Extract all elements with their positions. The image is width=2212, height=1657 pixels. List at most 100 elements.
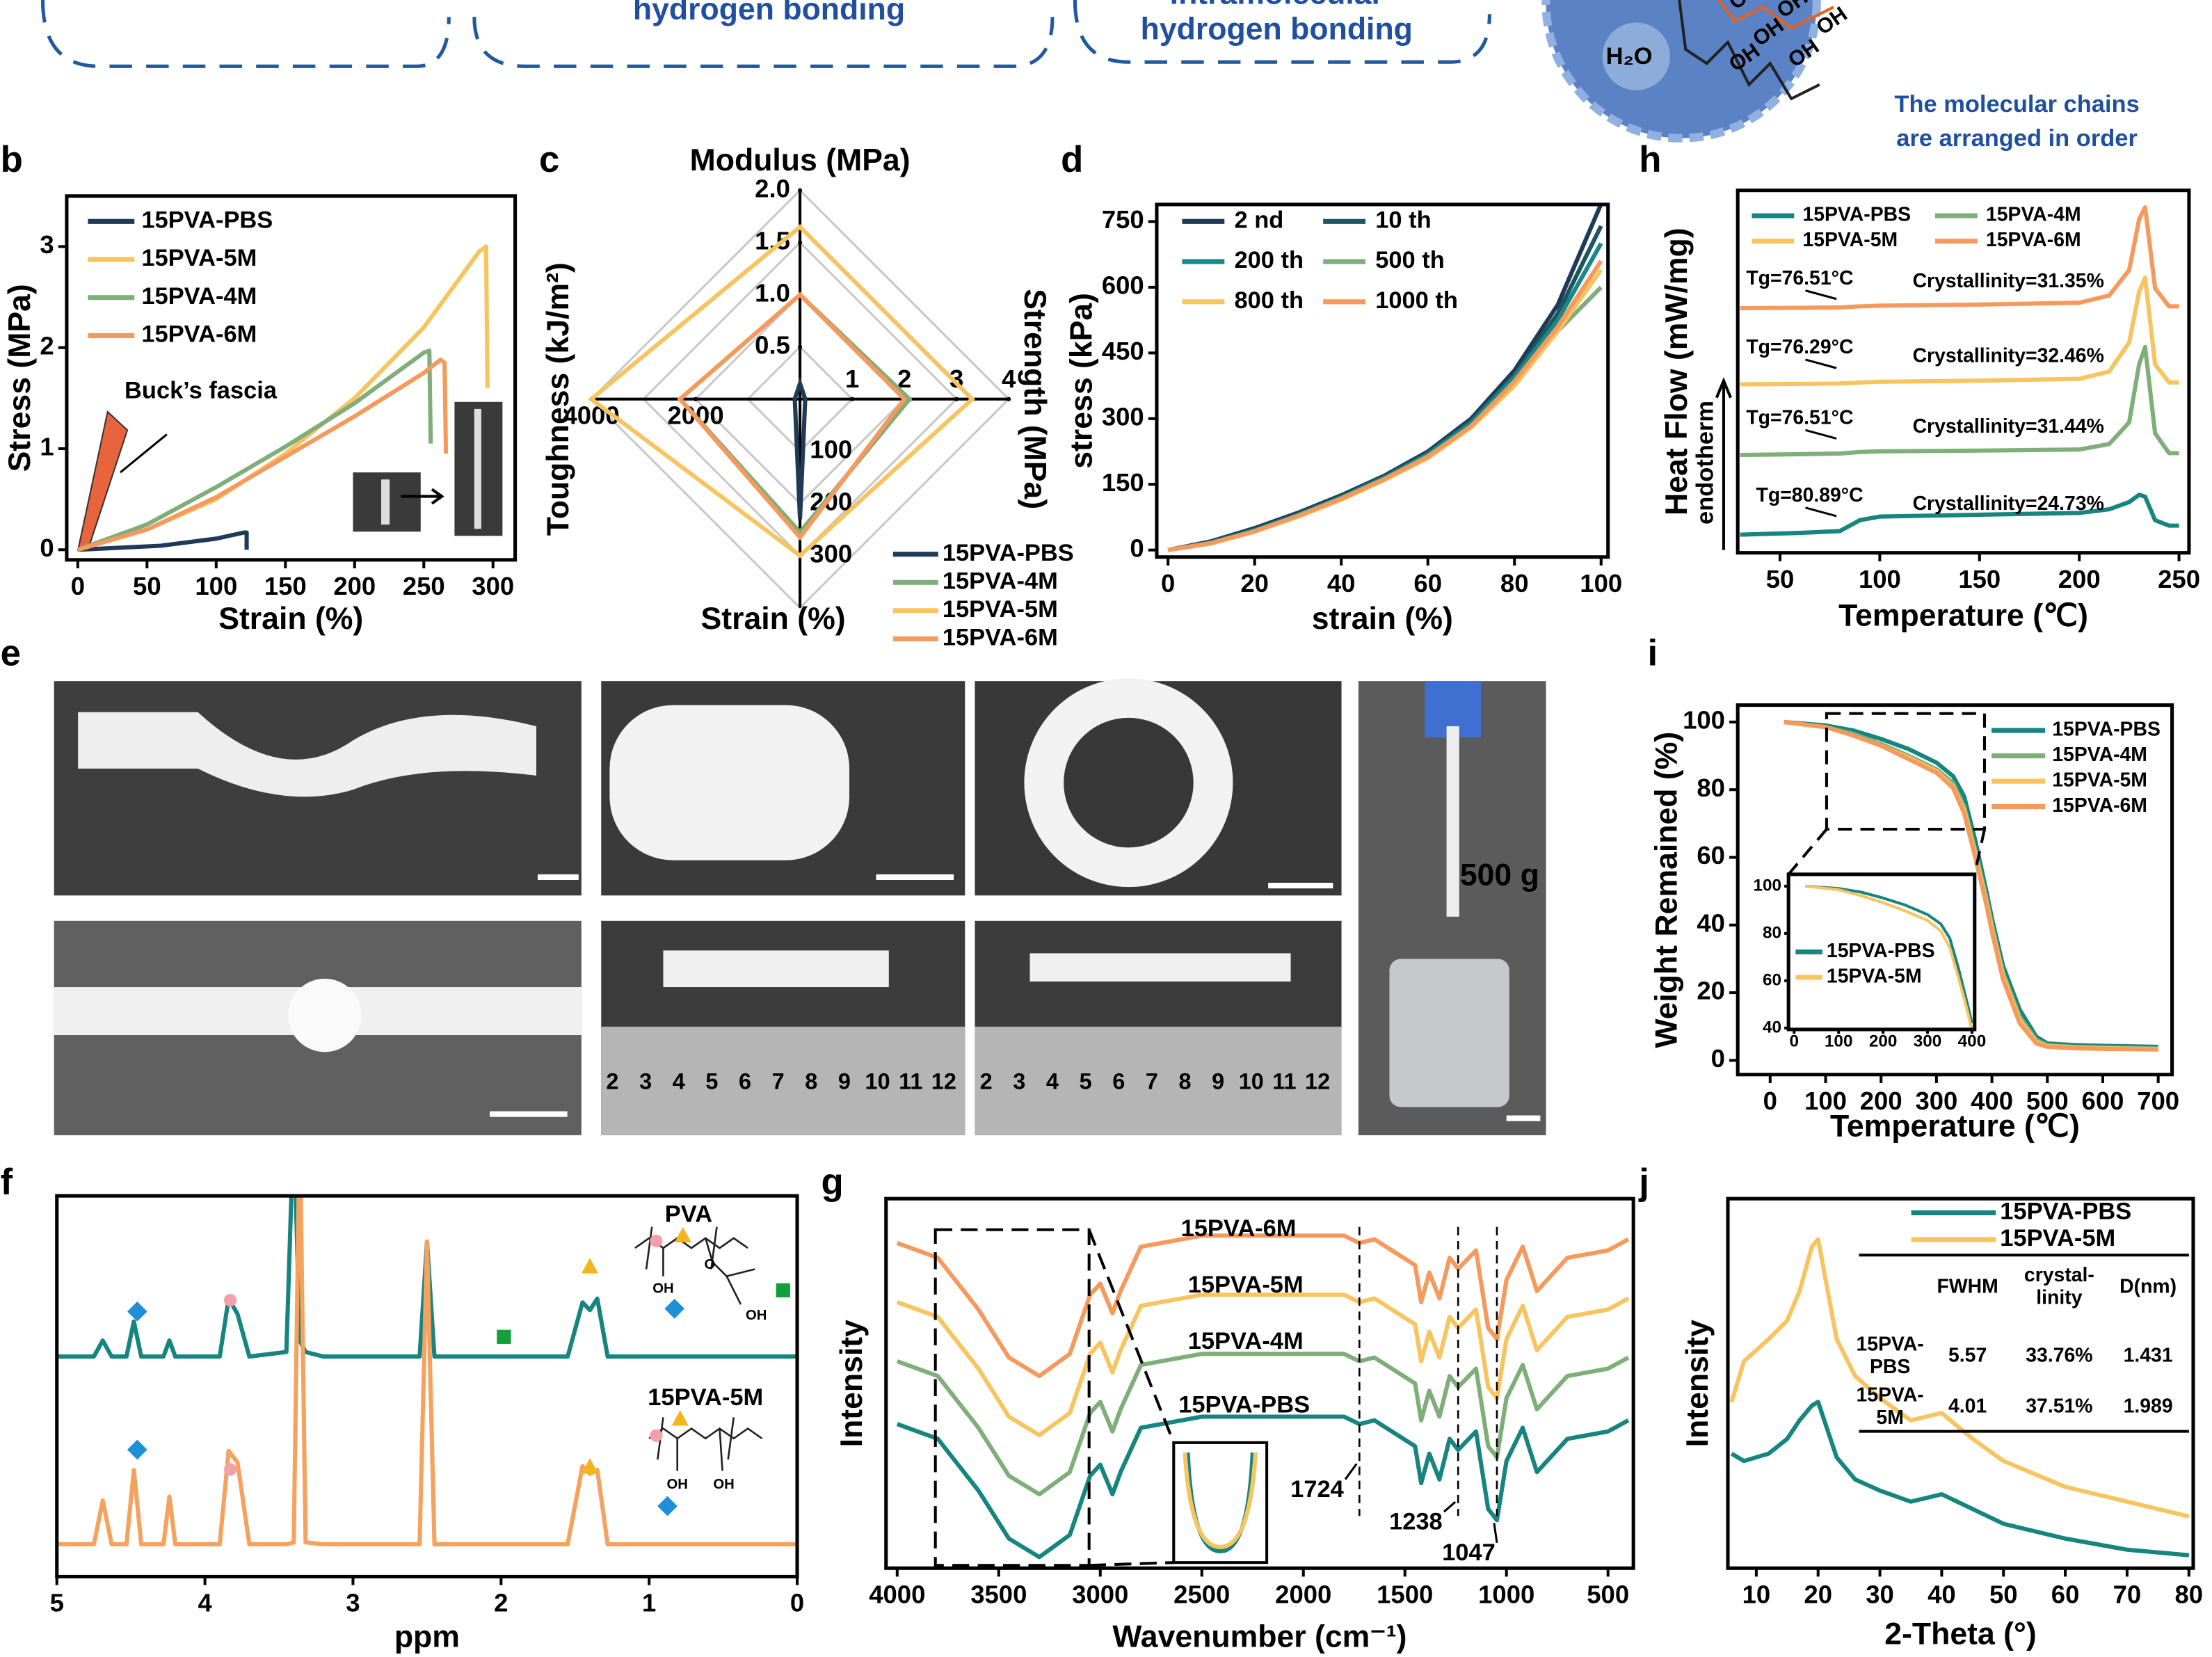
legend-label: 15PVA-6M — [2052, 794, 2147, 817]
y-tick-label: 1 — [40, 433, 54, 461]
zoom-box — [1825, 712, 1986, 831]
ruler-number: 5 — [705, 1068, 718, 1094]
x-tick-label: 50 — [133, 572, 161, 600]
y-tick-label: 80 — [1763, 923, 1781, 942]
y-axis-label: Heat Flow (mW/mg) — [1660, 227, 1694, 515]
series-line — [1730, 1400, 2190, 1558]
radar-axis-label: Strength (MPa) — [1018, 289, 1052, 509]
y-tick-label: 60 — [1763, 970, 1781, 989]
series-line — [896, 1233, 1630, 1379]
ruler-number: 9 — [1212, 1068, 1224, 1094]
x-tick-label: 100 — [1859, 565, 1901, 593]
water-label: H₂O — [1606, 43, 1653, 70]
peak-marker — [671, 1410, 689, 1426]
tg-label: Tg=76.51°C — [1746, 267, 1853, 289]
ruler-number: 4 — [673, 1068, 685, 1094]
x-tick-label: 10 — [1742, 1580, 1771, 1608]
plot-frame — [884, 1196, 1635, 1570]
endotherm-arrow — [1715, 377, 1732, 550]
structure-label: OH — [746, 1308, 767, 1323]
legend-label: 15PVA-5M — [2052, 769, 2147, 792]
peak-marker — [581, 1458, 599, 1474]
radar-tick — [798, 188, 803, 193]
y-tick-label: 2 — [40, 331, 54, 360]
series-line — [1805, 884, 1973, 1024]
legend-label: 15PVA-PBS — [943, 540, 1074, 566]
band-label: 1047 — [1442, 1539, 1496, 1566]
legend-label: 15PVA-5M — [1802, 229, 1898, 251]
x-tick-label: 250 — [403, 572, 445, 600]
series-label: 15PVA-PBS — [1178, 1391, 1310, 1418]
legend-label: 15PVA-6M — [943, 624, 1058, 650]
knot — [288, 978, 362, 1052]
x-tick-label: 40 — [1327, 569, 1356, 598]
x-tick-label: 80 — [1500, 569, 1529, 598]
annotation: Buck’s fascia — [125, 378, 278, 404]
y-tick-label: 0 — [40, 534, 54, 562]
ruler-number: 10 — [1239, 1068, 1264, 1094]
panel-letter: e — [1, 633, 21, 674]
peak-marker — [497, 1329, 511, 1344]
plot-frame — [65, 194, 518, 562]
legend-label: 15PVA-5M — [2000, 1225, 2115, 1251]
stretched-strip — [1029, 953, 1291, 982]
band-arrow — [1344, 1463, 1358, 1480]
x-axis-label: strain (%) — [1312, 602, 1453, 636]
ruler-number: 6 — [1112, 1068, 1125, 1094]
structure — [634, 1226, 755, 1305]
arrow — [401, 488, 444, 505]
x-tick-label: 500 — [1587, 1580, 1629, 1608]
dashed-frame — [1073, 0, 1491, 64]
structure — [648, 1417, 763, 1471]
x-tick-label: 60 — [2051, 1580, 2080, 1608]
x-tick-label: 0 — [790, 1589, 804, 1617]
x-tick-label: 200 — [2058, 565, 2101, 593]
ruler-number: 8 — [805, 1068, 817, 1094]
legend-label: 15PVA-4M — [943, 568, 1058, 594]
y-axis-label: Intensity — [835, 1320, 869, 1448]
legend-label: 500 th — [1375, 247, 1445, 273]
x-tick-label: 60 — [1413, 569, 1442, 598]
x-tick-label: 20 — [1804, 1580, 1832, 1608]
y-tick-label: 60 — [1697, 841, 1725, 870]
x-tick-label: 0 — [71, 572, 85, 600]
ruler-number: 11 — [899, 1068, 922, 1094]
x-tick-label: 2500 — [1173, 1580, 1230, 1608]
y-tick-label: 0 — [1130, 534, 1144, 562]
series-line — [77, 358, 449, 552]
table-cell: 37.51% — [2026, 1395, 2092, 1418]
ruler-number: 11 — [1272, 1068, 1296, 1094]
y-tick-label: 450 — [1102, 337, 1144, 365]
annotation-arrow — [1805, 429, 1837, 440]
x-tick-label: 200 — [333, 572, 376, 600]
peak-marker — [776, 1283, 790, 1298]
x-tick-label: 150 — [1958, 565, 2001, 593]
panel-letter: c — [539, 139, 559, 180]
x-tick-label: 700 — [2137, 1087, 2179, 1115]
x-tick-label: 3000 — [1072, 1580, 1128, 1608]
y-tick-label: 300 — [1102, 402, 1144, 431]
ruler-number: 8 — [1179, 1068, 1192, 1094]
radar-tick-label: 100 — [810, 435, 852, 463]
x-tick-label: 1500 — [1377, 1580, 1433, 1608]
x-tick-label: 2000 — [1275, 1580, 1331, 1608]
peak-marker — [650, 1234, 663, 1248]
plot-frame — [1786, 872, 1977, 1032]
structure-label: OH — [652, 1281, 673, 1296]
ruler-number: 4 — [1046, 1068, 1059, 1094]
ruler-number: 5 — [1080, 1068, 1092, 1094]
series-line — [1167, 259, 1603, 552]
series-line — [1740, 275, 2179, 387]
y-tick-label: 80 — [1697, 774, 1725, 802]
series-line — [1740, 493, 2179, 537]
legend-label: 15PVA-5M — [943, 596, 1058, 623]
legend-label: 800 th — [1234, 287, 1304, 314]
legend-label: 2 nd — [1234, 207, 1283, 233]
x-tick-label: 1000 — [1478, 1580, 1534, 1608]
y-tick-label: 0 — [1711, 1044, 1725, 1073]
x-tick-label: 2 — [494, 1589, 508, 1617]
x-tick-label: 50 — [1989, 1580, 2018, 1608]
peak-marker — [223, 1463, 237, 1476]
x-tick-label: 70 — [2113, 1580, 2142, 1608]
